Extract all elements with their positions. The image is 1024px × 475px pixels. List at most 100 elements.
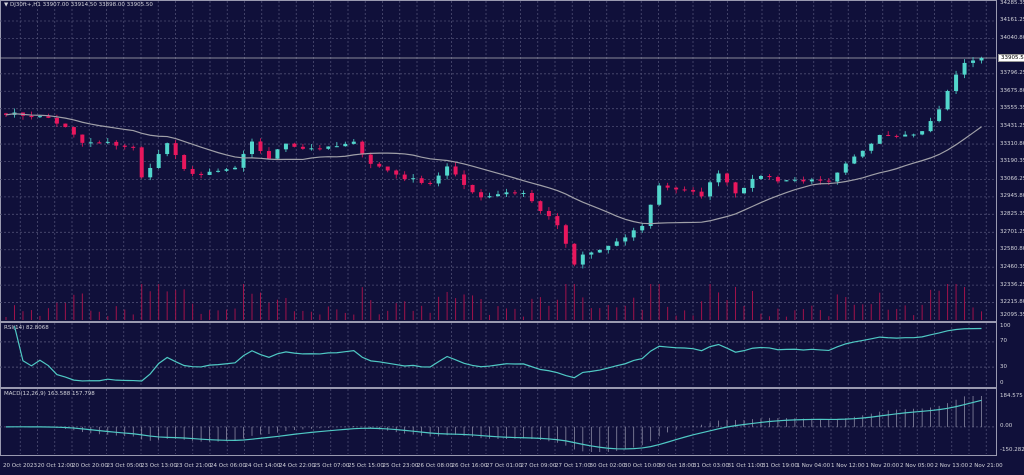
candle-down [665,185,670,188]
time-axis-label: 31 Oct 03:00 [693,463,729,469]
time-axis-label: 20 Oct 12:00 [37,463,74,469]
price-axis-label: 34040.80 [1000,34,1024,41]
rsi-line [13,326,982,382]
price-axis-label: 34285.35 [1000,0,1024,6]
candle-up [648,204,653,226]
candle-down [266,151,271,159]
time-axis-label: 30 Oct 10:00 [624,463,660,469]
candle-down [258,141,263,152]
price-axis-label: 34161.25 [1000,17,1024,24]
candle-down [529,192,534,202]
time-axis-label: 25 Oct 07:00 [313,463,350,469]
candle-up [411,178,416,180]
time-axis-label: 2 Nov 21:00 [969,463,1003,469]
candle-up [589,252,594,255]
time-axis-label: 26 Oct 16:00 [451,463,488,469]
dropdown-icon[interactable]: ▼ [4,2,9,8]
candle-up [852,156,857,164]
candle-up [784,180,789,182]
time-axis-label: 2 Nov 05:00 [900,463,934,469]
time-axis-label: 24 Oct 14:00 [244,463,281,469]
candle-down [555,216,560,226]
candle-down [682,189,687,191]
low-value: 33898.00 [98,2,125,8]
candle-down [182,155,187,169]
candle-down [139,147,144,178]
candle-down [173,143,178,156]
chart-header: ▼ DJ30ft+,H1 33907.00 33914.50 33898.00 … [4,2,153,9]
candle-down [114,141,119,146]
candle-down [894,135,899,137]
candle-up [657,185,662,205]
candle-up [207,171,212,175]
candle-up [937,109,942,122]
candle-up [860,150,865,157]
rsi-axis-label: 0 [1000,380,1004,386]
current-price-label: 33905.50 [998,54,1024,63]
time-axis-label: 26 Oct 08:00 [417,463,453,469]
time-axis-label: 25 Oct 15:00 [348,463,384,469]
candle-up [954,74,959,91]
time-axis-label: 31 Oct 19:00 [762,463,798,469]
open-value: 33907.00 [42,2,69,8]
candle-down [131,146,136,148]
candle-down [402,174,407,180]
panel-frame [0,322,997,388]
candle-down [725,173,730,183]
candle-up [911,134,916,136]
price-axis-label: 32825.35 [1000,210,1024,217]
candle-up [275,149,280,159]
time-axis-label: 24 Oct 06:00 [210,463,246,469]
candle-down [385,166,390,171]
candle-up [835,172,840,182]
candle-down [29,115,34,118]
candle-down [97,142,102,144]
candle-down [691,189,696,192]
price-axis-label: 32336.25 [1000,281,1024,288]
candle-down [368,154,373,164]
candle-down [394,170,399,175]
candle-down [292,143,297,147]
candle-up [37,116,42,118]
candle-up [436,175,441,184]
candle-up [708,182,713,197]
candle-up [614,241,619,246]
candle-down [563,225,568,244]
candle-up [716,173,721,183]
candle-up [640,225,645,231]
candle-up [283,143,288,150]
candle-down [479,192,484,198]
candle-down [80,134,85,143]
macd-signal-line [5,399,982,450]
price-axis-label: 33310.80 [1000,140,1024,147]
candle-up [971,60,976,63]
candle-down [733,182,738,194]
candle-up [877,134,882,144]
candle-up [250,141,254,155]
price-axis-label: 33066.25 [1000,175,1024,182]
rsi-axis-label: 70 [1000,338,1007,345]
candle-up [809,179,814,182]
candle-up [216,170,221,172]
candle-up [742,187,746,194]
candle-down [818,179,823,181]
candle-down [826,180,831,182]
candle-up [309,148,314,150]
candle-up [597,249,602,253]
time-axis-label: 27 Oct 01:00 [486,463,522,469]
candle-up [606,245,611,250]
high-value: 33914.50 [70,2,97,8]
candle-up [351,141,356,144]
time-axis-label: 23 Oct 05:00 [106,463,143,469]
time-axis-label: 27 Oct 17:00 [555,463,591,469]
candle-up [241,154,246,168]
price-axis-label: 33190.35 [1000,158,1024,164]
candle-down [546,211,551,217]
candle-up [445,166,450,176]
time-axis-label: 27 Oct 09:00 [520,463,557,469]
candle-up [496,194,500,197]
price-axis-label: 33796.25 [1000,70,1024,77]
candle-down [453,166,458,175]
candle-down [462,174,467,185]
